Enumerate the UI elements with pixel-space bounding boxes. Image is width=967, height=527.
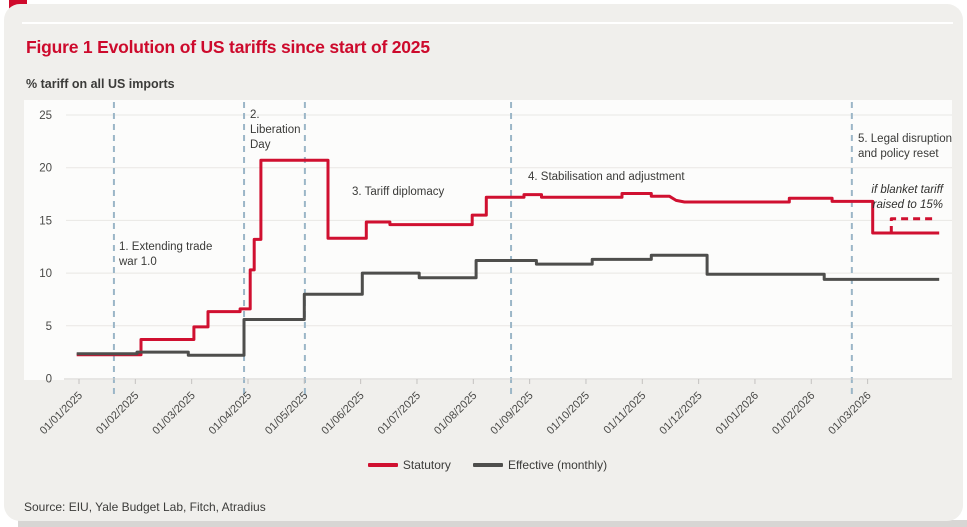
y-tick-label: 20 <box>39 163 52 175</box>
x-tick-label: 01/02/2025 <box>94 390 141 437</box>
top-divider-rule <box>22 22 953 24</box>
figure-card: Figure 1 Evolution of US tariffs since s… <box>4 4 963 521</box>
statutory-series-line <box>76 158 940 357</box>
annotation-phase-3: 3. Tariff diplomacy <box>352 186 445 198</box>
y-tick-label: 10 <box>39 268 52 280</box>
legend-item-statutory: Statutory <box>367 458 451 472</box>
chart-legend: Statutory Effective (monthly) <box>4 458 967 472</box>
y-tick-label: 25 <box>39 110 52 122</box>
annotation-phase-1: 1. Extending trade war 1.0 <box>119 241 213 268</box>
annotation-phase-5: 5. Legal disruption and policy reset <box>858 133 952 160</box>
scenario-dashed-line <box>889 217 936 233</box>
bottom-shadow-strip <box>18 520 967 527</box>
statutory-line-swatch <box>367 463 398 467</box>
x-tick-label: 01/12/2025 <box>657 390 704 437</box>
x-tick-label: 01/05/2025 <box>263 390 310 437</box>
x-tick-label: 01/07/2025 <box>376 390 423 437</box>
x-tick-label: 01/06/2025 <box>319 390 366 437</box>
x-tick-label: 01/03/2026 <box>826 390 873 437</box>
y-axis-caption: % tariff on all US imports <box>26 77 175 91</box>
x-tick-label: 01/08/2025 <box>432 390 479 437</box>
effective-series-line <box>76 253 940 357</box>
x-tick-label: 01/03/2025 <box>150 390 197 437</box>
x-tick-label: 01/04/2025 <box>207 390 254 437</box>
x-tick-label: 01/10/2025 <box>545 390 592 437</box>
tariff-chart: 01/01/2025 01/02/2025 01/03/2025 01/04/2025… <box>38 102 952 437</box>
legend-label-statutory: Statutory <box>402 458 451 472</box>
x-tick-label: 01/01/2026 <box>714 390 761 437</box>
source-line: Source: EIU, Yale Budget Lab, Fitch, Atr… <box>24 500 266 514</box>
y-tick-label: 0 <box>46 374 52 386</box>
effective-line-swatch <box>472 463 503 467</box>
annotation-phase-4: 4. Stabilisation and adjustment <box>528 171 685 183</box>
y-tick-label: 5 <box>46 321 52 333</box>
plot-panel <box>24 100 952 380</box>
x-tick-label: 01/09/2025 <box>488 390 535 437</box>
legend-item-effective: Effective (monthly) <box>472 458 608 472</box>
y-tick-label: 15 <box>39 215 52 227</box>
x-tick-label: 01/02/2026 <box>770 390 817 437</box>
figure-title: Figure 1 Evolution of US tariffs since s… <box>26 37 430 57</box>
annotation-phase-2: 2. Liberation Day <box>250 109 301 151</box>
annotation-scenario-15pct: if blanket tariff raised to 15% <box>871 184 943 211</box>
legend-label-effective: Effective (monthly) <box>507 458 608 472</box>
x-tick-label: 01/01/2025 <box>38 390 85 437</box>
x-tick-label: 01/11/2025 <box>602 390 649 437</box>
